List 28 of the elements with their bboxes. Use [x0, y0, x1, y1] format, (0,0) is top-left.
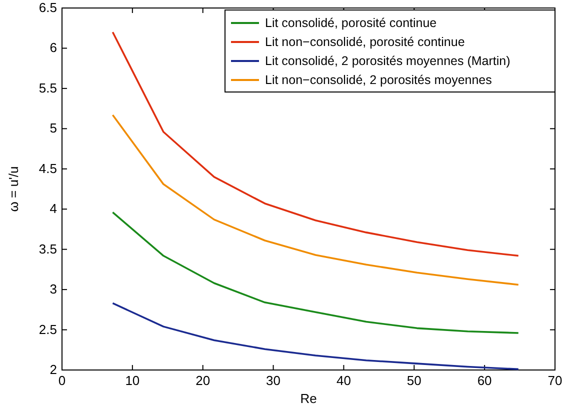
legend-label: Lit consolidé, porosité continue: [265, 16, 437, 30]
x-tick-label: 30: [266, 373, 281, 388]
x-tick-label: 10: [125, 373, 140, 388]
x-tick-label: 40: [336, 373, 351, 388]
y-tick-label: 6.5: [38, 0, 57, 15]
x-tick-label: 20: [196, 373, 210, 388]
line-series: [112, 114, 520, 286]
y-tick-label: 2.5: [38, 322, 57, 337]
x-axis-title: Re: [300, 391, 317, 406]
y-tick-label: 6: [50, 40, 57, 56]
line-series: [112, 211, 520, 334]
y-tick-label: 3.5: [38, 241, 57, 256]
y-tick-label: 4.5: [38, 160, 57, 176]
x-tick-label: 0: [58, 373, 66, 388]
x-tick-label: 70: [548, 373, 562, 388]
legend-label: Lit non−consolidé, 2 porosités moyennes: [265, 73, 492, 87]
y-tick-label: 2: [50, 362, 57, 377]
y-tick-label: 5: [50, 120, 57, 136]
y-tick-label: 3: [50, 282, 57, 297]
x-tick-label: 60: [477, 373, 492, 388]
legend-label: Lit consolidé, 2 porosités moyennes (Martin): [265, 54, 510, 68]
legend-label: Lit non−consolidé, porosité continue: [265, 35, 465, 49]
x-tick-label: 50: [406, 373, 422, 388]
line-series: [112, 302, 520, 370]
y-tick-label: 5.5: [38, 80, 57, 96]
line-series: [112, 31, 520, 257]
y-tick-label: 4: [50, 201, 57, 216]
y-axis-title: ω = u'/u: [6, 166, 21, 212]
